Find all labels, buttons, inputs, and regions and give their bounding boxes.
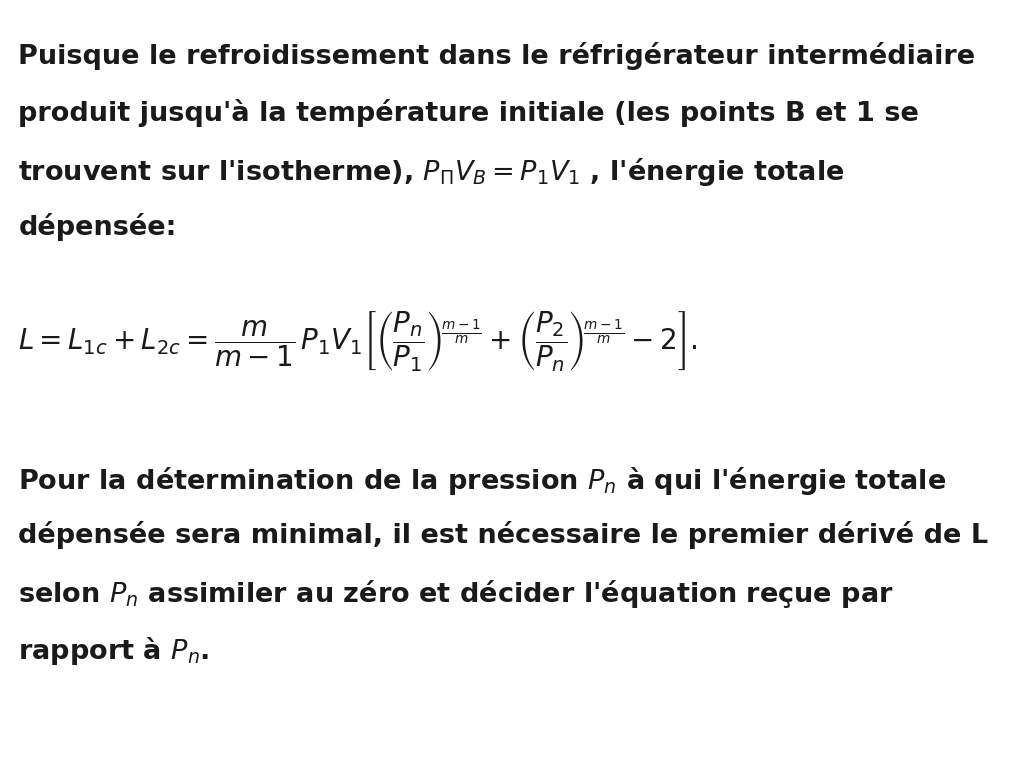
Text: Pour la détermination de la pression $P_n$ à qui l'énergie totale: Pour la détermination de la pression $P_… [18, 465, 946, 497]
Text: dépensée sera minimal, il est nécessaire le premier dérivé de L: dépensée sera minimal, il est nécessaire… [18, 521, 988, 549]
Text: produit jusqu'à la température initiale (les points B et 1 se: produit jusqu'à la température initiale … [18, 99, 920, 127]
Text: Puisque le refroidissement dans le réfrigérateur intermédiaire: Puisque le refroidissement dans le réfri… [18, 42, 976, 70]
Text: rapport à $P_{n}$.: rapport à $P_{n}$. [18, 635, 210, 667]
Text: $L = L_{1c} + L_{2c} = \dfrac{m}{m-1}\,P_1V_1\left[\left(\dfrac{P_n}{P_1}\right): $L = L_{1c} + L_{2c} = \dfrac{m}{m-1}\,P… [18, 310, 697, 374]
Text: selon $P_n$ assimiler au zéro et décider l'équation reçue par: selon $P_n$ assimiler au zéro et décider… [18, 578, 894, 611]
Text: trouvent sur l'isotherme), $P_{\Pi}V_B = P_1V_1$ , l'énergie totale: trouvent sur l'isotherme), $P_{\Pi}V_B =… [18, 156, 845, 188]
Text: dépensée:: dépensée: [18, 213, 177, 240]
